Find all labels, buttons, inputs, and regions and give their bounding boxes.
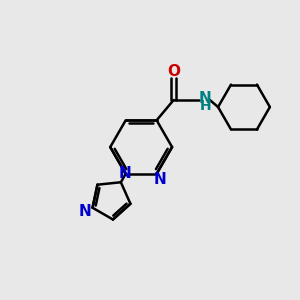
- Text: H: H: [200, 100, 211, 113]
- Text: N: N: [199, 91, 211, 106]
- Text: N: N: [118, 166, 131, 181]
- Text: O: O: [167, 64, 180, 79]
- Text: N: N: [79, 204, 92, 219]
- Text: N: N: [154, 172, 167, 187]
